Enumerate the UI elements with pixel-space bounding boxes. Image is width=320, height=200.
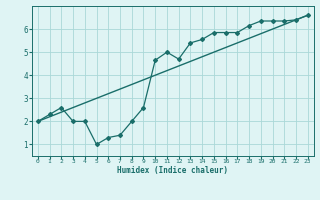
X-axis label: Humidex (Indice chaleur): Humidex (Indice chaleur) <box>117 166 228 175</box>
